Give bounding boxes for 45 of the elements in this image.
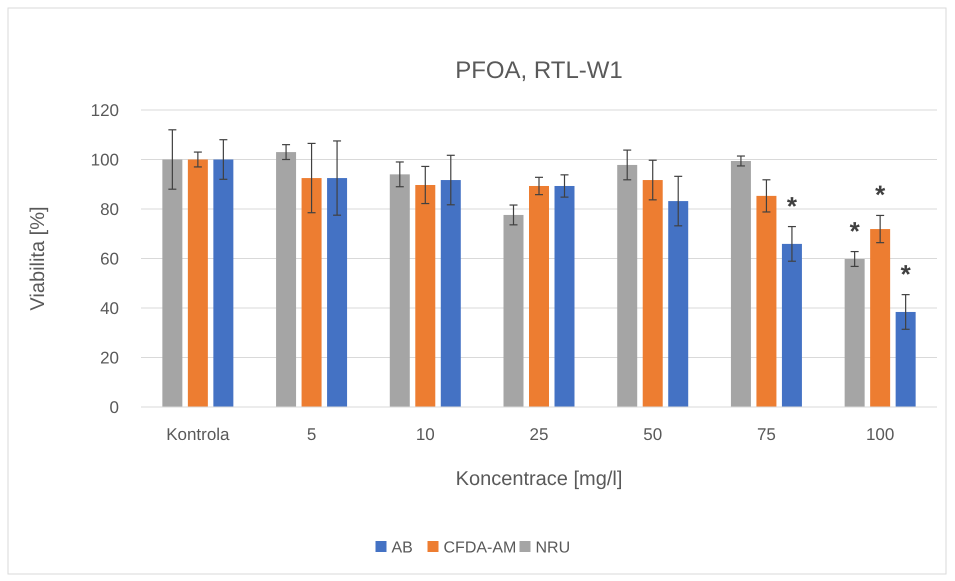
x-tick-label: 25	[530, 425, 548, 444]
bar	[844, 258, 865, 407]
bar	[276, 152, 296, 407]
legend-label: NRU	[536, 540, 570, 557]
bar	[896, 312, 916, 407]
y-tick-label: 40	[100, 298, 119, 318]
y-tick-label: 60	[100, 249, 119, 268]
bar	[554, 186, 574, 407]
x-tick-label: 5	[306, 425, 316, 444]
bar	[668, 201, 688, 407]
bar	[390, 174, 410, 407]
bar	[213, 160, 234, 407]
bar	[440, 180, 461, 407]
bar	[642, 180, 663, 407]
bar	[870, 229, 890, 407]
annotation: *	[786, 190, 798, 221]
x-tick-label: 100	[866, 425, 894, 444]
y-tick-label: 120	[90, 100, 119, 120]
bar	[302, 178, 322, 407]
y-tick-label: 20	[100, 348, 119, 368]
x-tick-label: 75	[756, 425, 776, 444]
y-tick-label: 80	[100, 200, 119, 219]
annotation: *	[850, 216, 861, 246]
bar	[188, 160, 208, 407]
legend-label: CFDA-AM	[444, 540, 516, 557]
y-axis-title: Viabilita [%]	[27, 206, 49, 311]
x-tick-label: 50	[643, 425, 662, 444]
annotation: *	[900, 258, 912, 289]
x-axis-title: Koncentrace [mg/l]	[456, 468, 622, 490]
bar	[327, 178, 348, 407]
x-tick-label: 10	[416, 425, 435, 444]
annotation: *	[875, 180, 886, 210]
bar	[756, 196, 776, 407]
bar	[415, 184, 436, 407]
legend-label: AB	[392, 540, 413, 557]
bar	[162, 160, 182, 407]
y-tick-label: 100	[90, 150, 119, 170]
bar	[782, 244, 802, 407]
chart-title: PFOA, RTL-W1	[455, 57, 623, 84]
x-tick-label: Kontrola	[166, 425, 230, 444]
y-tick-label: 0	[110, 398, 119, 417]
bar	[529, 186, 549, 407]
bar	[504, 214, 524, 407]
bar	[730, 160, 751, 407]
bar	[617, 164, 638, 407]
